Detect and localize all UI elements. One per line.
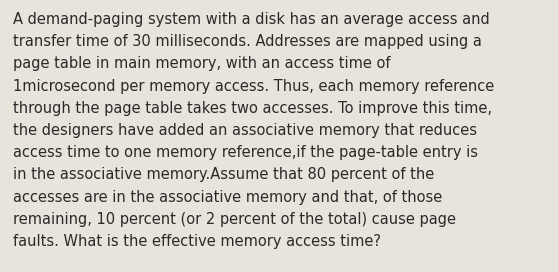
Text: A demand-paging system with a disk has an average access and: A demand-paging system with a disk has a… xyxy=(13,12,490,27)
Text: through the page table takes two accesses. To improve this time,: through the page table takes two accesse… xyxy=(13,101,492,116)
Text: page table in main memory, with an access time of: page table in main memory, with an acces… xyxy=(13,56,391,72)
Text: the designers have added an associative memory that reduces: the designers have added an associative … xyxy=(13,123,477,138)
Text: faults. What is the effective memory access time?: faults. What is the effective memory acc… xyxy=(13,234,381,249)
Text: transfer time of 30 milliseconds. Addresses are mapped using a: transfer time of 30 milliseconds. Addres… xyxy=(13,34,482,49)
Text: in the associative memory.Assume that 80 percent of the: in the associative memory.Assume that 80… xyxy=(13,167,434,183)
Text: 1microsecond per memory access. Thus, each memory reference: 1microsecond per memory access. Thus, ea… xyxy=(13,79,494,94)
Text: remaining, 10 percent (or 2 percent of the total) cause page: remaining, 10 percent (or 2 percent of t… xyxy=(13,212,456,227)
Text: access time to one memory reference,if the page-table entry is: access time to one memory reference,if t… xyxy=(13,145,478,160)
Text: accesses are in the associative memory and that, of those: accesses are in the associative memory a… xyxy=(13,190,442,205)
